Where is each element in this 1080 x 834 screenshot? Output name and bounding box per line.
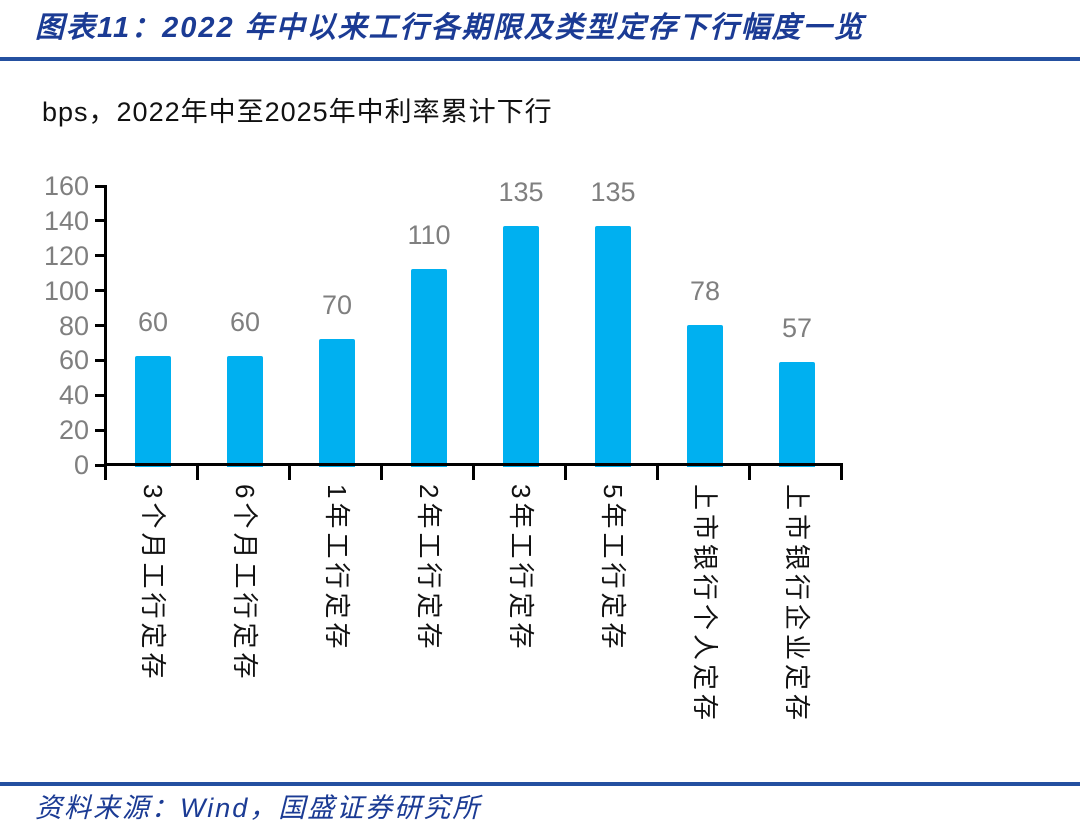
- bar-value-label: 78: [689, 276, 721, 306]
- x-axis-tick: [656, 463, 659, 480]
- bar: [411, 269, 447, 467]
- x-axis-tick: [840, 463, 843, 480]
- bar: [687, 325, 723, 467]
- bar-value-label: 57: [781, 313, 813, 343]
- bar: [595, 226, 631, 467]
- y-axis-tick: [95, 393, 107, 397]
- y-axis-tick: [95, 254, 107, 258]
- x-axis-tick: [196, 463, 199, 480]
- y-axis-tick: [95, 184, 107, 188]
- bar-value-label: 135: [498, 177, 544, 207]
- y-axis-tick: [95, 289, 107, 293]
- x-axis-tick: [748, 463, 751, 480]
- bar-value-label: 110: [407, 220, 451, 250]
- x-category-label-text: 2年工行定存: [414, 484, 444, 653]
- y-axis-tick-label: 160: [43, 171, 89, 201]
- y-axis-tick-label: 140: [43, 205, 89, 236]
- y-axis-tick-label: 40: [58, 380, 89, 411]
- bar-value-label: 70: [321, 290, 353, 320]
- x-category-label: 上市银行企业定存: [782, 484, 1052, 724]
- x-axis-tick: [380, 463, 383, 480]
- figure-title: 图表11：2022 年中以来工行各期限及类型定存下行幅度一览: [35, 12, 865, 44]
- x-category-label-text: 1年工行定存: [322, 484, 352, 653]
- x-category-label-text: 5年工行定存: [598, 484, 628, 653]
- x-category-label-text: 6个月工行定存: [230, 484, 260, 683]
- y-axis-tick: [95, 463, 107, 467]
- bar-value-label: 60: [229, 307, 261, 337]
- x-axis-tick: [104, 463, 107, 480]
- y-axis-tick-label: 120: [43, 240, 89, 271]
- x-axis-tick: [472, 463, 475, 480]
- source-note: 资料来源：Wind，国盛证券研究所: [35, 793, 482, 823]
- y-axis-tick-label: 0: [73, 450, 89, 480]
- bar: [319, 339, 355, 467]
- y-axis-tick: [95, 428, 107, 432]
- y-axis-tick-label: 80: [58, 310, 89, 341]
- x-category-label-text: 3个月工行定存: [138, 484, 168, 683]
- y-axis-tick-label: 100: [43, 275, 89, 306]
- x-axis-tick: [288, 463, 291, 480]
- x-category-label-text: 上市银行企业定存: [782, 484, 812, 725]
- bar: [503, 226, 539, 467]
- y-axis-tick: [95, 219, 107, 223]
- x-category-label-text: 3年工行定存: [506, 484, 536, 653]
- y-axis-tick: [95, 324, 107, 327]
- x-category-label-text: 上市银行个人定存: [690, 484, 720, 725]
- bar: [135, 356, 171, 467]
- y-axis-tick-label: 20: [58, 415, 89, 446]
- top-divider-line: [0, 57, 1080, 61]
- y-axis-tick-label: 60: [58, 345, 89, 376]
- bottom-divider-line: [0, 782, 1080, 786]
- bar-value-label: 135: [590, 177, 636, 207]
- bar: [779, 362, 815, 467]
- y-axis-line: [104, 185, 107, 480]
- bar-value-label: 60: [137, 307, 169, 337]
- bar: [227, 356, 263, 467]
- x-axis-tick: [564, 463, 567, 480]
- y-axis-tick: [95, 358, 107, 362]
- chart-subtitle: bps，2022年中至2025年中利率累计下行: [42, 97, 553, 127]
